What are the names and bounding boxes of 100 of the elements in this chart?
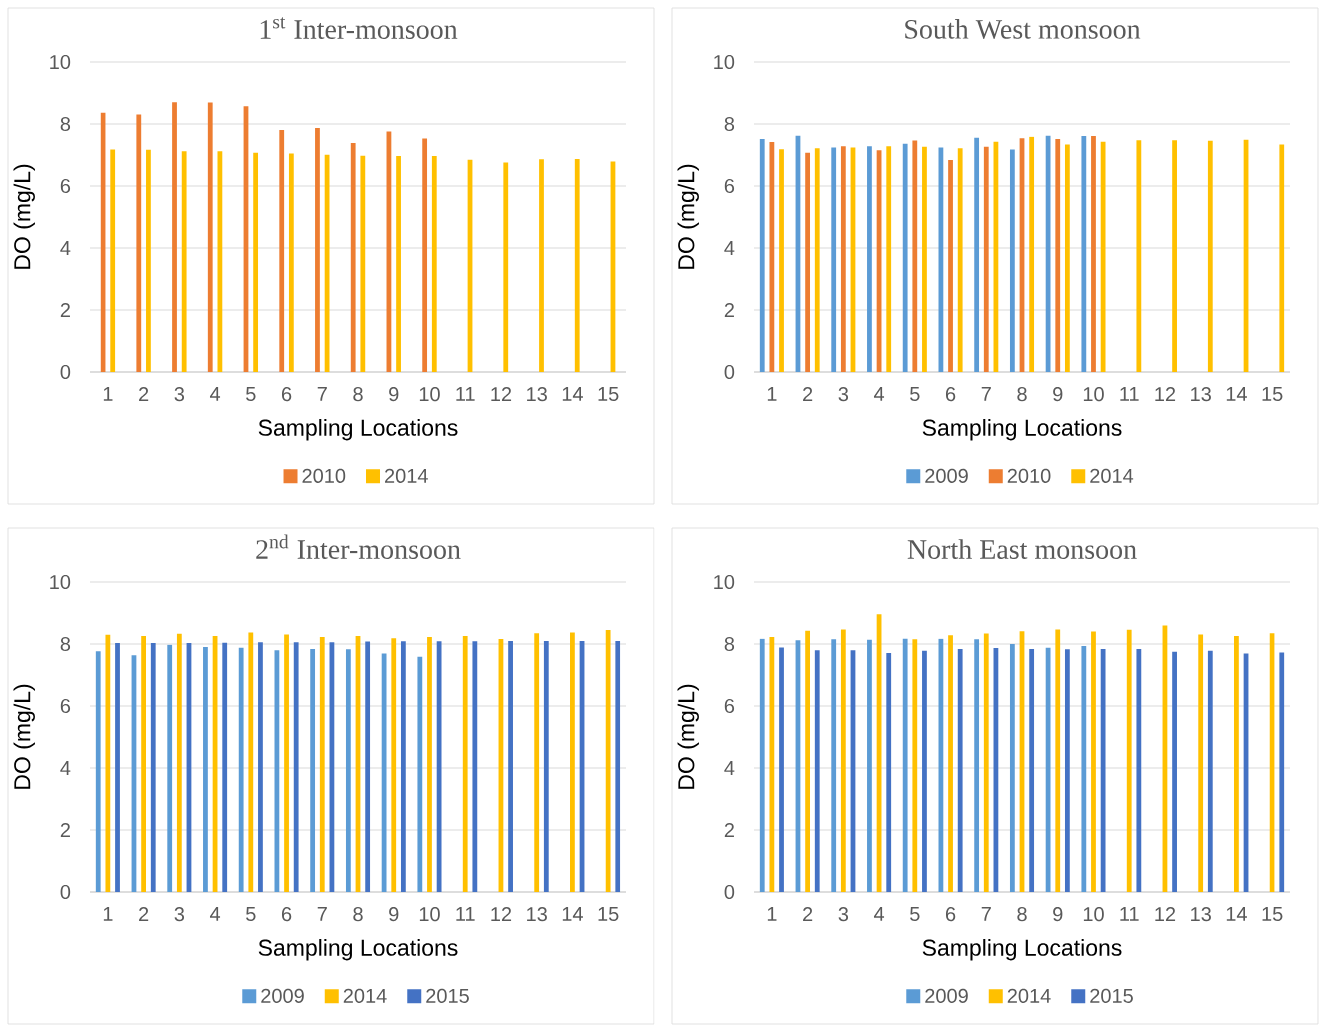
x-tick-label: 11 (456, 907, 475, 921)
y-tick-label: 8 (724, 636, 735, 652)
x-tick-label: 14 (562, 907, 583, 921)
bar (912, 639, 918, 893)
x-axis-title: Sampling Locations (258, 938, 458, 961)
bar (417, 656, 423, 893)
legend-label: 2009 (925, 988, 968, 1003)
x-tick-label: 11 (1120, 907, 1139, 921)
bar (886, 146, 892, 373)
legend-label: 2014 (385, 468, 428, 483)
bar (1091, 136, 1096, 373)
bar (534, 633, 540, 893)
x-tick-label: 7 (981, 907, 991, 921)
bar (957, 148, 963, 373)
bar (508, 640, 513, 893)
bar (779, 647, 784, 893)
bar (238, 647, 244, 893)
bar (150, 643, 156, 893)
bar (1055, 138, 1061, 373)
x-tick-label: 2 (139, 907, 149, 922)
y-tick-label: 10 (714, 54, 735, 70)
bar (948, 159, 953, 373)
bar (381, 653, 387, 893)
x-tick-label: 4 (873, 907, 885, 921)
bar (543, 640, 549, 893)
y-tick-label: 2 (60, 823, 70, 837)
bar (1064, 649, 1070, 893)
x-tick-label: 1 (767, 387, 777, 401)
x-tick-label: 5 (910, 387, 920, 402)
legend-label: 2015 (426, 988, 469, 1003)
bar (1126, 629, 1132, 893)
x-tick-label: 6 (945, 387, 956, 402)
x-tick-label: 9 (389, 907, 399, 922)
bar (1100, 141, 1106, 373)
x-tick-label: 10 (1083, 907, 1104, 922)
bar (288, 153, 294, 373)
bar (867, 639, 872, 893)
x-tick-label: 13 (1191, 907, 1211, 922)
bar (436, 641, 442, 893)
y-axis-title: DO (mg/L) (13, 164, 35, 269)
x-tick-label: 15 (598, 907, 619, 922)
bar (1207, 140, 1213, 373)
bar (110, 149, 116, 373)
x-tick-label: 15 (1262, 387, 1283, 402)
y-tick-label: 2 (724, 303, 734, 317)
bar (350, 142, 356, 373)
y-tick-label: 4 (60, 761, 71, 775)
bar (983, 633, 989, 893)
y-tick-label: 2 (724, 823, 734, 837)
bar (472, 641, 478, 893)
y-tick-label: 0 (724, 364, 735, 380)
bar (831, 639, 837, 893)
bar (503, 162, 509, 373)
bar (284, 634, 289, 893)
bar (922, 650, 927, 893)
x-tick-label: 10 (1083, 387, 1104, 402)
bar (217, 151, 223, 373)
x-tick-label: 5 (246, 907, 256, 922)
bar (902, 143, 908, 373)
bar (360, 155, 366, 373)
bar (974, 639, 980, 893)
chart-title: North East monsoon (907, 539, 1137, 559)
bar (1198, 634, 1204, 893)
bar (974, 137, 980, 373)
bar (310, 648, 316, 893)
x-tick-label: 15 (1262, 907, 1283, 922)
y-tick-label: 10 (714, 574, 735, 590)
x-tick-label: 8 (1017, 387, 1027, 402)
legend-label: 2015 (1090, 988, 1133, 1003)
chart-title: 2$^{nd}$ Inter-monsoon (256, 534, 461, 559)
legend-label: 2010 (1007, 468, 1051, 483)
bar (574, 159, 580, 373)
y-axis-title: DO (mg/L) (13, 684, 35, 789)
bar (831, 147, 837, 373)
y-tick-label: 8 (724, 116, 735, 132)
x-tick-label: 1 (103, 907, 113, 921)
x-tick-label: 12 (1155, 907, 1176, 922)
x-axis-title: Sampling Locations (922, 938, 1122, 961)
y-tick-label: 8 (60, 636, 71, 652)
bar (431, 155, 437, 373)
bar (207, 102, 213, 373)
x-tick-label: 7 (317, 387, 327, 401)
y-tick-label: 6 (724, 698, 735, 714)
bar (1136, 648, 1142, 893)
x-axis-title: Sampling Locations (258, 418, 458, 441)
x-tick-label: 3 (174, 387, 185, 402)
bar (1100, 648, 1106, 893)
bar (769, 636, 775, 893)
x-tick-label: 12 (1155, 387, 1176, 402)
bar (95, 651, 101, 893)
x-tick-label: 10 (419, 907, 440, 922)
x-tick-label: 13 (527, 387, 547, 402)
y-tick-label: 0 (60, 364, 71, 380)
bar (615, 640, 621, 893)
bar (176, 633, 182, 893)
bar (867, 146, 872, 373)
bar (400, 641, 406, 893)
y-tick-label: 4 (60, 241, 71, 255)
bar (948, 635, 953, 893)
bar (1009, 149, 1015, 373)
